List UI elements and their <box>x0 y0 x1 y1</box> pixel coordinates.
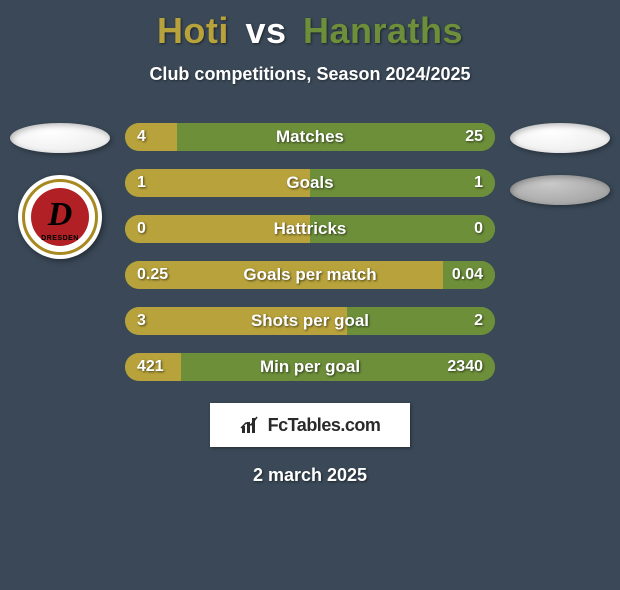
stat-label: Matches <box>125 123 495 151</box>
stat-label: Goals <box>125 169 495 197</box>
player2-placeholder-icon <box>510 123 610 153</box>
stat-label: Shots per goal <box>125 307 495 335</box>
player1-placeholder-icon <box>10 123 110 153</box>
player1-name: Hoti <box>157 10 229 51</box>
stat-bars: 425Matches 11Goals 00Hattricks 0.250.04Goal… <box>125 123 495 381</box>
stat-label: Hattricks <box>125 215 495 243</box>
page-title: Hoti vs Hanraths <box>0 10 620 52</box>
player2-club-placeholder-icon <box>510 175 610 205</box>
stat-bar: 0.250.04Goals per match <box>125 261 495 289</box>
stat-label: Min per goal <box>125 353 495 381</box>
player2-name: Hanraths <box>303 10 463 51</box>
subtitle: Club competitions, Season 2024/2025 <box>0 64 620 85</box>
comparison-content: D DRESDEN 425Matches 11Goals 00Hattricks 0.… <box>0 123 620 381</box>
stat-label: Goals per match <box>125 261 495 289</box>
right-column <box>510 123 610 205</box>
bar-chart-icon <box>240 414 262 436</box>
watermark: FcTables.com <box>210 403 410 447</box>
stat-bar: 32Shots per goal <box>125 307 495 335</box>
stat-bar: 425Matches <box>125 123 495 151</box>
crest-banner: DRESDEN <box>41 235 79 242</box>
stat-bar: 4212340Min per goal <box>125 353 495 381</box>
left-column: D DRESDEN <box>10 123 110 259</box>
player1-club-crest: D DRESDEN <box>18 175 102 259</box>
watermark-text: FcTables.com <box>268 415 381 436</box>
crest-letter: D <box>48 196 73 234</box>
vs-separator: vs <box>245 10 286 51</box>
date: 2 march 2025 <box>0 465 620 486</box>
stat-bar: 11Goals <box>125 169 495 197</box>
stat-bar: 00Hattricks <box>125 215 495 243</box>
